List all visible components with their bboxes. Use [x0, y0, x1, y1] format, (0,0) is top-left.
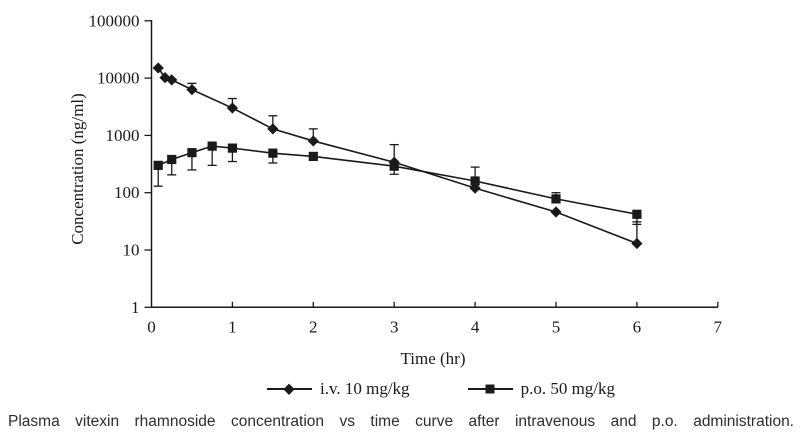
x-tick-label: 1	[228, 317, 237, 336]
data-point-square	[153, 160, 163, 170]
data-point-square	[389, 161, 399, 171]
legend-item-po: p.o. 50 mg/kg	[467, 379, 616, 399]
legend-label-iv: i.v. 10 mg/kg	[319, 379, 410, 398]
line-sample-icon	[266, 383, 312, 395]
figure-caption: Plasma vitexin rhamnoside concentration …	[8, 413, 794, 430]
data-point-diamond	[226, 102, 238, 114]
series-line-po	[157, 145, 638, 216]
data-point-square	[551, 194, 561, 204]
x-tick-label: 5	[552, 317, 561, 336]
data-point-diamond	[631, 237, 643, 250]
legend: i.v. 10 mg/kg p.o. 50 mg/kg	[41, 379, 800, 399]
x-tick-label: 4	[471, 317, 480, 336]
data-point-square	[268, 148, 278, 158]
y-axis-title: Concentration (ng/ml)	[68, 93, 87, 245]
y-tick-label: 10000	[97, 69, 140, 88]
axis-frame	[150, 20, 718, 309]
data-point-diamond	[159, 72, 171, 84]
data-point-diamond	[267, 123, 279, 135]
data-point-diamond	[550, 206, 562, 218]
data-point-diamond	[307, 135, 319, 147]
data-point-square	[167, 154, 177, 165]
line-sample-icon	[467, 384, 513, 394]
data-point-diamond	[166, 74, 178, 86]
x-tick-label: 7	[714, 317, 723, 336]
data-point-square	[470, 176, 480, 186]
y-tick-label: 100000	[89, 11, 140, 30]
data-point-diamond	[186, 83, 198, 96]
data-point-square	[227, 143, 237, 153]
data-point-diamond	[152, 62, 164, 74]
y-tick-label: 1000	[106, 126, 140, 145]
y-tick-label: 10	[123, 241, 140, 260]
y-tick-label: 1	[131, 298, 140, 317]
x-tick-label: 3	[390, 317, 399, 336]
x-tick-label: 2	[309, 317, 318, 336]
series-line-iv	[157, 67, 638, 245]
x-axis-title: Time (hr)	[400, 349, 466, 368]
legend-item-iv: i.v. 10 mg/kg	[266, 379, 410, 399]
legend-label-po: p.o. 50 mg/kg	[520, 379, 616, 398]
y-tick-label: 100	[114, 183, 140, 202]
data-point-square	[308, 151, 318, 162]
data-point-square	[207, 141, 217, 151]
data-point-square	[632, 209, 642, 219]
x-tick-label: 0	[147, 317, 156, 336]
data-point-diamond	[469, 182, 481, 194]
diamond-marker-icon	[284, 383, 295, 395]
square-marker-icon	[485, 384, 495, 394]
data-point-square	[187, 148, 197, 158]
x-tick-label: 6	[633, 317, 642, 336]
